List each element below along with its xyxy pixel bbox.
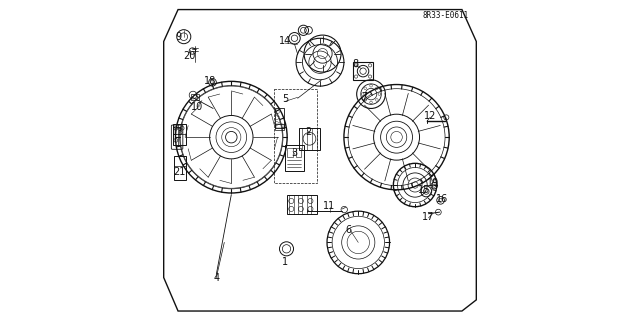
- Text: 5: 5: [282, 94, 288, 104]
- Text: 19: 19: [427, 178, 440, 189]
- Text: 6: 6: [346, 225, 352, 235]
- Text: 11: 11: [323, 201, 336, 211]
- Bar: [191, 94, 199, 100]
- Text: 16: 16: [436, 194, 448, 204]
- Text: 12: 12: [424, 111, 436, 122]
- Text: 4: 4: [213, 272, 220, 283]
- Bar: [174, 156, 186, 180]
- Text: 13: 13: [172, 127, 184, 137]
- Text: 1: 1: [282, 256, 288, 267]
- Text: 2: 2: [306, 127, 312, 137]
- Text: 10: 10: [191, 102, 204, 112]
- Bar: [276, 124, 284, 128]
- Bar: [287, 195, 317, 214]
- Text: 14: 14: [279, 36, 291, 47]
- Bar: [287, 148, 293, 157]
- Bar: [296, 148, 301, 157]
- Bar: [275, 108, 284, 128]
- Bar: [285, 145, 304, 171]
- Bar: [300, 128, 320, 150]
- Text: 15: 15: [417, 185, 430, 195]
- Text: 20: 20: [183, 51, 195, 61]
- Text: 7: 7: [362, 92, 368, 102]
- Text: 8R33-E0611: 8R33-E0611: [422, 11, 468, 20]
- Text: 17: 17: [422, 212, 435, 222]
- Text: 3: 3: [291, 148, 298, 158]
- Bar: [275, 124, 284, 130]
- Text: 18: 18: [204, 76, 216, 86]
- Text: 21: 21: [173, 167, 186, 177]
- Bar: [173, 124, 186, 145]
- Bar: [274, 89, 317, 183]
- Bar: [353, 62, 372, 80]
- Text: 9: 9: [175, 32, 181, 42]
- Text: 8: 8: [352, 59, 358, 69]
